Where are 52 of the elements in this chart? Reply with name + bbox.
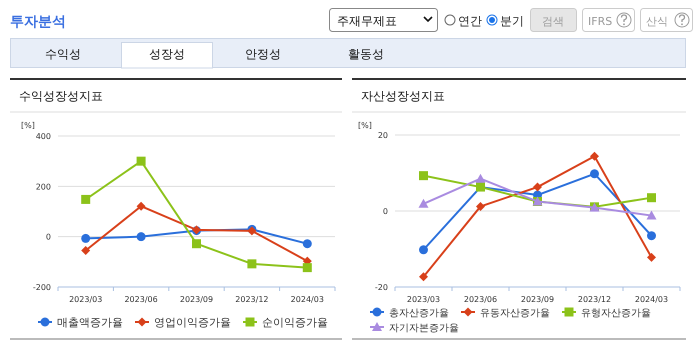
- point: [302, 239, 312, 248]
- point: [647, 193, 656, 202]
- x-tick-label: 2023/06: [464, 295, 498, 304]
- y-axis-title: [%]: [358, 121, 372, 130]
- point: [419, 171, 428, 180]
- legend-label: 순이익증가율: [262, 316, 328, 329]
- legend-label: 자기자본증가율: [389, 323, 459, 334]
- chart-title: 자산성장성지표: [361, 89, 445, 103]
- point: [419, 272, 428, 282]
- point: [81, 194, 90, 204]
- point: [419, 245, 428, 254]
- point: [81, 234, 90, 243]
- legend-label: 매출액증가율: [57, 316, 123, 329]
- legend-label: 유동자산증가율: [480, 308, 550, 319]
- legend-label: 총자산증가율: [389, 308, 449, 319]
- point: [647, 252, 656, 262]
- y-tick-label: 400: [36, 132, 51, 141]
- x-tick-label: 2023/09: [520, 295, 554, 304]
- x-tick-label: 2023/12: [578, 295, 612, 304]
- point: [418, 198, 428, 208]
- x-tick-label: 2023/03: [406, 295, 440, 304]
- x-tick-label: 2023/03: [69, 295, 102, 304]
- point: [81, 246, 90, 256]
- point: [533, 182, 542, 192]
- y-tick-label: -200: [32, 283, 51, 292]
- point: [590, 152, 599, 161]
- point: [302, 263, 312, 272]
- x-tick-label: 2024/03: [634, 295, 668, 304]
- y-tick-label: 0: [46, 232, 51, 242]
- point: [476, 174, 486, 183]
- point: [590, 169, 599, 178]
- header: 투자분석 주재무제표 연간 분기 검색 IFRS 산식 수익성 성장성 안정성 활동성: [10, 8, 693, 68]
- legend-label: 영업이익증가율: [154, 316, 231, 329]
- point: [136, 156, 146, 166]
- point: [136, 202, 146, 211]
- legend-label: 유형자산증가율: [581, 308, 651, 319]
- y-tick-label: -20: [374, 283, 388, 292]
- x-tick-label: 2023/09: [180, 295, 214, 304]
- point: [476, 202, 485, 211]
- point: [247, 259, 256, 268]
- point: [136, 232, 146, 242]
- x-tick-label: 2023/06: [124, 295, 158, 304]
- point: [192, 239, 201, 248]
- y-axis-title: [%]: [21, 121, 35, 130]
- point: [646, 210, 656, 220]
- point: [647, 231, 656, 240]
- chart-title: 수익성장성지표: [19, 89, 103, 103]
- y-tick-label: 20: [378, 131, 388, 140]
- y-tick-label: 200: [36, 182, 51, 192]
- y-tick-label: 0: [382, 207, 388, 216]
- x-tick-label: 2024/03: [290, 295, 324, 304]
- x-tick-label: 2023/12: [235, 295, 269, 304]
